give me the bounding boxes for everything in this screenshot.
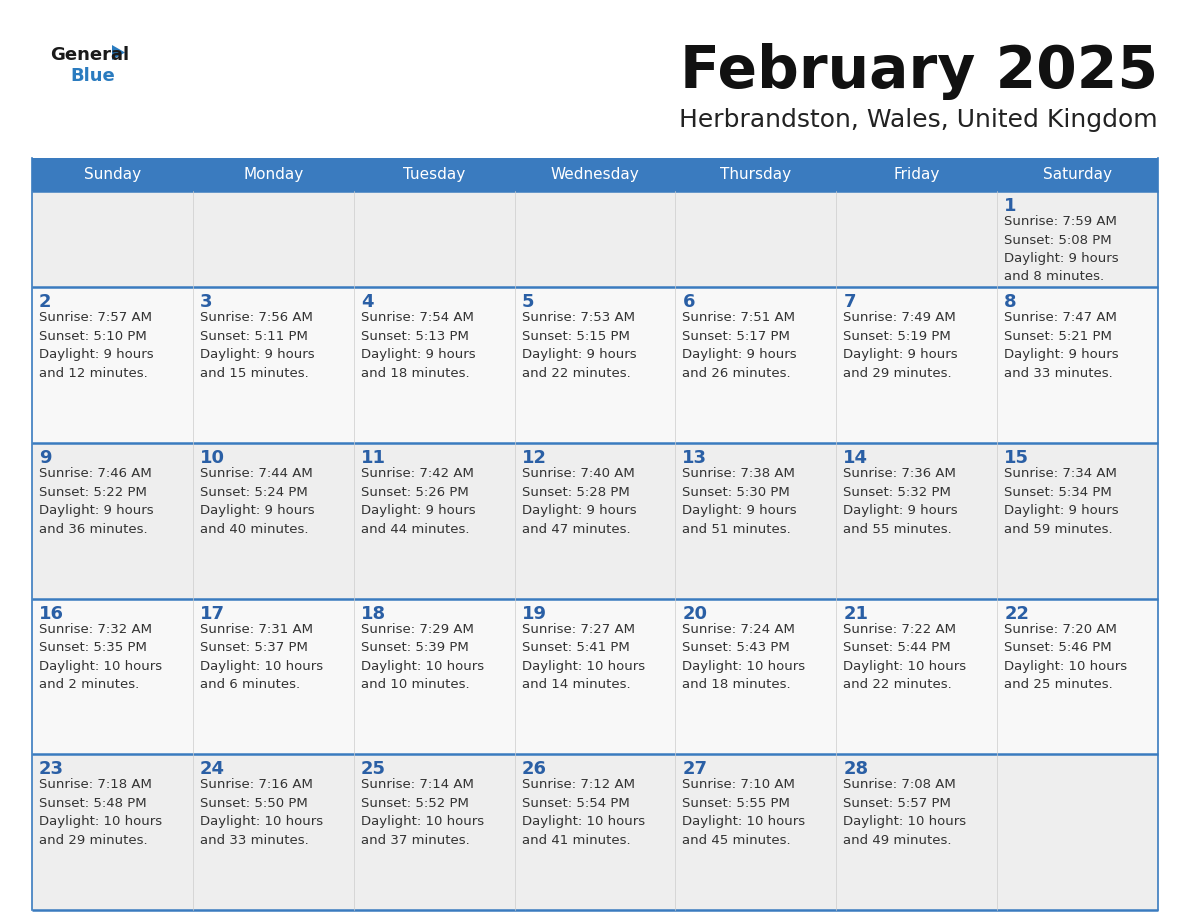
- Text: Sunrise: 7:49 AM
Sunset: 5:19 PM
Daylight: 9 hours
and 29 minutes.: Sunrise: 7:49 AM Sunset: 5:19 PM Dayligh…: [843, 311, 958, 380]
- Text: Sunrise: 7:56 AM
Sunset: 5:11 PM
Daylight: 9 hours
and 15 minutes.: Sunrise: 7:56 AM Sunset: 5:11 PM Dayligh…: [200, 311, 315, 380]
- Text: Sunday: Sunday: [84, 167, 141, 182]
- Text: Sunrise: 7:12 AM
Sunset: 5:54 PM
Daylight: 10 hours
and 41 minutes.: Sunrise: 7:12 AM Sunset: 5:54 PM Dayligh…: [522, 778, 645, 847]
- Text: Sunrise: 7:10 AM
Sunset: 5:55 PM
Daylight: 10 hours
and 45 minutes.: Sunrise: 7:10 AM Sunset: 5:55 PM Dayligh…: [682, 778, 805, 847]
- Text: 8: 8: [1004, 294, 1017, 311]
- Bar: [32, 287, 1158, 443]
- Text: Sunrise: 7:59 AM
Sunset: 5:08 PM
Daylight: 9 hours
and 8 minutes.: Sunrise: 7:59 AM Sunset: 5:08 PM Dayligh…: [1004, 215, 1119, 284]
- Text: 25: 25: [361, 760, 386, 778]
- Text: 1: 1: [1004, 197, 1017, 215]
- Bar: [32, 755, 1158, 910]
- Text: 10: 10: [200, 449, 225, 467]
- Text: Sunrise: 7:38 AM
Sunset: 5:30 PM
Daylight: 9 hours
and 51 minutes.: Sunrise: 7:38 AM Sunset: 5:30 PM Dayligh…: [682, 467, 797, 535]
- Text: 12: 12: [522, 449, 546, 467]
- Text: Sunrise: 7:32 AM
Sunset: 5:35 PM
Daylight: 10 hours
and 2 minutes.: Sunrise: 7:32 AM Sunset: 5:35 PM Dayligh…: [39, 622, 162, 691]
- Text: 15: 15: [1004, 449, 1029, 467]
- Text: February 2025: February 2025: [680, 43, 1158, 100]
- Text: Sunrise: 7:36 AM
Sunset: 5:32 PM
Daylight: 9 hours
and 55 minutes.: Sunrise: 7:36 AM Sunset: 5:32 PM Dayligh…: [843, 467, 958, 535]
- Text: 21: 21: [843, 605, 868, 622]
- Text: Monday: Monday: [244, 167, 303, 182]
- Text: Sunrise: 7:46 AM
Sunset: 5:22 PM
Daylight: 9 hours
and 36 minutes.: Sunrise: 7:46 AM Sunset: 5:22 PM Dayligh…: [39, 467, 153, 535]
- Text: Herbrandston, Wales, United Kingdom: Herbrandston, Wales, United Kingdom: [680, 108, 1158, 132]
- Text: Sunrise: 7:40 AM
Sunset: 5:28 PM
Daylight: 9 hours
and 47 minutes.: Sunrise: 7:40 AM Sunset: 5:28 PM Dayligh…: [522, 467, 637, 535]
- Bar: [32, 443, 1158, 599]
- Text: 22: 22: [1004, 605, 1029, 622]
- Text: 14: 14: [843, 449, 868, 467]
- Text: Sunrise: 7:51 AM
Sunset: 5:17 PM
Daylight: 9 hours
and 26 minutes.: Sunrise: 7:51 AM Sunset: 5:17 PM Dayligh…: [682, 311, 797, 380]
- Text: 4: 4: [361, 294, 373, 311]
- Text: 27: 27: [682, 760, 707, 778]
- Text: Sunrise: 7:53 AM
Sunset: 5:15 PM
Daylight: 9 hours
and 22 minutes.: Sunrise: 7:53 AM Sunset: 5:15 PM Dayligh…: [522, 311, 637, 380]
- Text: 24: 24: [200, 760, 225, 778]
- Text: 3: 3: [200, 294, 213, 311]
- Text: Sunrise: 7:54 AM
Sunset: 5:13 PM
Daylight: 9 hours
and 18 minutes.: Sunrise: 7:54 AM Sunset: 5:13 PM Dayligh…: [361, 311, 475, 380]
- Text: 19: 19: [522, 605, 546, 622]
- Text: Wednesday: Wednesday: [550, 167, 639, 182]
- Text: Sunrise: 7:22 AM
Sunset: 5:44 PM
Daylight: 10 hours
and 22 minutes.: Sunrise: 7:22 AM Sunset: 5:44 PM Dayligh…: [843, 622, 966, 691]
- Text: 7: 7: [843, 294, 855, 311]
- Text: 20: 20: [682, 605, 707, 622]
- Text: Sunrise: 7:57 AM
Sunset: 5:10 PM
Daylight: 9 hours
and 12 minutes.: Sunrise: 7:57 AM Sunset: 5:10 PM Dayligh…: [39, 311, 153, 380]
- Text: 28: 28: [843, 760, 868, 778]
- Bar: [32, 158, 1158, 191]
- Text: 23: 23: [39, 760, 64, 778]
- Bar: [32, 599, 1158, 755]
- Text: 18: 18: [361, 605, 386, 622]
- Text: Sunrise: 7:42 AM
Sunset: 5:26 PM
Daylight: 9 hours
and 44 minutes.: Sunrise: 7:42 AM Sunset: 5:26 PM Dayligh…: [361, 467, 475, 535]
- Text: Sunrise: 7:24 AM
Sunset: 5:43 PM
Daylight: 10 hours
and 18 minutes.: Sunrise: 7:24 AM Sunset: 5:43 PM Dayligh…: [682, 622, 805, 691]
- Text: Sunrise: 7:47 AM
Sunset: 5:21 PM
Daylight: 9 hours
and 33 minutes.: Sunrise: 7:47 AM Sunset: 5:21 PM Dayligh…: [1004, 311, 1119, 380]
- Text: Sunrise: 7:44 AM
Sunset: 5:24 PM
Daylight: 9 hours
and 40 minutes.: Sunrise: 7:44 AM Sunset: 5:24 PM Dayligh…: [200, 467, 315, 535]
- Text: General: General: [50, 46, 129, 64]
- Text: 9: 9: [39, 449, 51, 467]
- Text: Sunrise: 7:08 AM
Sunset: 5:57 PM
Daylight: 10 hours
and 49 minutes.: Sunrise: 7:08 AM Sunset: 5:57 PM Dayligh…: [843, 778, 966, 847]
- Text: Blue: Blue: [70, 67, 115, 85]
- Text: Sunrise: 7:18 AM
Sunset: 5:48 PM
Daylight: 10 hours
and 29 minutes.: Sunrise: 7:18 AM Sunset: 5:48 PM Dayligh…: [39, 778, 162, 847]
- Text: Sunrise: 7:16 AM
Sunset: 5:50 PM
Daylight: 10 hours
and 33 minutes.: Sunrise: 7:16 AM Sunset: 5:50 PM Dayligh…: [200, 778, 323, 847]
- Text: Sunrise: 7:29 AM
Sunset: 5:39 PM
Daylight: 10 hours
and 10 minutes.: Sunrise: 7:29 AM Sunset: 5:39 PM Dayligh…: [361, 622, 484, 691]
- Text: Thursday: Thursday: [720, 167, 791, 182]
- Text: Sunrise: 7:14 AM
Sunset: 5:52 PM
Daylight: 10 hours
and 37 minutes.: Sunrise: 7:14 AM Sunset: 5:52 PM Dayligh…: [361, 778, 484, 847]
- Text: 6: 6: [682, 294, 695, 311]
- Text: 11: 11: [361, 449, 386, 467]
- Text: 5: 5: [522, 294, 535, 311]
- Text: Sunrise: 7:34 AM
Sunset: 5:34 PM
Daylight: 9 hours
and 59 minutes.: Sunrise: 7:34 AM Sunset: 5:34 PM Dayligh…: [1004, 467, 1119, 535]
- Text: 13: 13: [682, 449, 707, 467]
- Text: 26: 26: [522, 760, 546, 778]
- Text: Saturday: Saturday: [1043, 167, 1112, 182]
- Polygon shape: [112, 45, 125, 60]
- Text: 16: 16: [39, 605, 64, 622]
- Text: Sunrise: 7:20 AM
Sunset: 5:46 PM
Daylight: 10 hours
and 25 minutes.: Sunrise: 7:20 AM Sunset: 5:46 PM Dayligh…: [1004, 622, 1127, 691]
- Text: Friday: Friday: [893, 167, 940, 182]
- Bar: [32, 191, 1158, 287]
- Text: 17: 17: [200, 605, 225, 622]
- Text: Tuesday: Tuesday: [403, 167, 466, 182]
- Text: 2: 2: [39, 294, 51, 311]
- Text: Sunrise: 7:31 AM
Sunset: 5:37 PM
Daylight: 10 hours
and 6 minutes.: Sunrise: 7:31 AM Sunset: 5:37 PM Dayligh…: [200, 622, 323, 691]
- Text: Sunrise: 7:27 AM
Sunset: 5:41 PM
Daylight: 10 hours
and 14 minutes.: Sunrise: 7:27 AM Sunset: 5:41 PM Dayligh…: [522, 622, 645, 691]
